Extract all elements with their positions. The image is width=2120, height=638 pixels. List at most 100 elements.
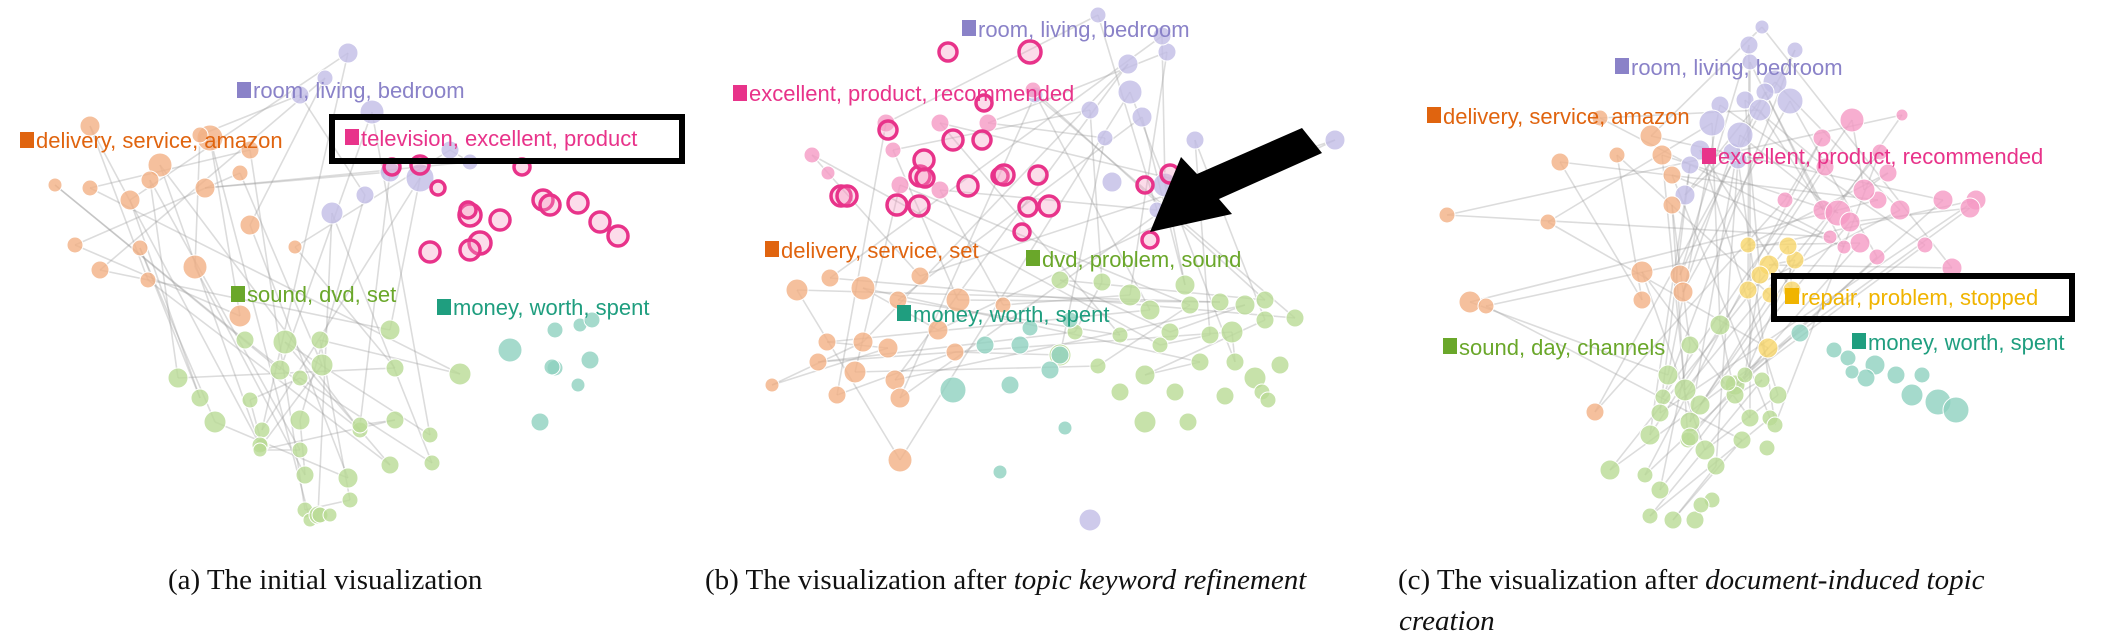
document-node[interactable] [1111, 326, 1129, 344]
document-node[interactable] [1140, 230, 1160, 250]
document-node[interactable] [1210, 292, 1230, 312]
document-node[interactable] [1878, 163, 1898, 183]
topic-label[interactable]: dvd, problem, sound [1042, 247, 1241, 272]
document-node[interactable] [241, 391, 259, 409]
document-node[interactable] [1758, 439, 1776, 457]
document-node[interactable] [1024, 81, 1042, 99]
document-node[interactable] [1778, 236, 1798, 256]
document-node[interactable] [1871, 143, 1889, 161]
document-node[interactable] [1117, 53, 1139, 75]
topic-label[interactable]: delivery, service, amazon [36, 128, 283, 153]
document-node[interactable] [1174, 274, 1196, 296]
document-node[interactable] [1050, 270, 1070, 290]
document-node[interactable] [530, 412, 550, 432]
document-node[interactable] [190, 388, 210, 408]
document-node[interactable] [131, 239, 149, 257]
document-node[interactable] [1685, 510, 1705, 530]
document-node[interactable] [1753, 371, 1771, 389]
document-node[interactable] [887, 447, 913, 473]
document-node[interactable] [885, 193, 909, 217]
document-node[interactable] [1776, 191, 1794, 209]
document-node[interactable] [252, 442, 268, 458]
document-node[interactable] [203, 410, 227, 434]
document-node[interactable] [1037, 194, 1061, 218]
document-node[interactable] [1270, 355, 1290, 375]
document-node[interactable] [1719, 374, 1737, 392]
document-node[interactable] [1650, 480, 1670, 500]
document-node[interactable] [1639, 424, 1661, 446]
document-node[interactable] [1591, 109, 1609, 127]
document-node[interactable] [488, 208, 512, 232]
document-node[interactable] [1766, 416, 1784, 434]
document-node[interactable] [1636, 466, 1654, 484]
document-node[interactable] [1139, 299, 1161, 321]
document-node[interactable] [1599, 459, 1621, 481]
document-node[interactable] [1692, 496, 1710, 514]
document-node[interactable] [1663, 510, 1683, 530]
document-node[interactable] [1836, 239, 1852, 255]
document-node[interactable] [429, 179, 447, 197]
document-node[interactable] [1689, 394, 1711, 416]
document-node[interactable] [820, 268, 840, 288]
topic-label[interactable]: delivery, service, set [781, 238, 979, 263]
document-node[interactable] [1040, 360, 1060, 380]
document-node[interactable] [359, 99, 385, 125]
document-node[interactable] [543, 358, 561, 376]
document-node[interactable] [1234, 294, 1256, 316]
document-node[interactable] [1741, 53, 1759, 71]
document-node[interactable] [843, 360, 867, 384]
document-node[interactable] [852, 331, 874, 353]
document-node[interactable] [497, 337, 523, 363]
document-node[interactable] [927, 319, 949, 341]
document-node[interactable] [1585, 402, 1605, 422]
document-node[interactable] [191, 126, 209, 144]
document-node[interactable] [341, 491, 359, 509]
topic-label[interactable]: room, living, bedroom [253, 78, 465, 103]
document-node[interactable] [1886, 365, 1906, 385]
document-node[interactable] [1632, 290, 1652, 310]
document-node[interactable] [448, 362, 472, 386]
document-node[interactable] [1868, 248, 1886, 266]
document-node[interactable] [884, 369, 906, 391]
document-node[interactable] [588, 210, 612, 234]
document-node[interactable] [1285, 308, 1305, 328]
document-node[interactable] [240, 140, 260, 160]
document-node[interactable] [1844, 364, 1860, 380]
topic-label[interactable]: room, living, bedroom [1631, 55, 1843, 80]
document-node[interactable] [1215, 386, 1235, 406]
document-node[interactable] [1117, 79, 1143, 105]
document-node[interactable] [1673, 378, 1697, 402]
document-node[interactable] [231, 164, 249, 182]
document-node[interactable] [835, 184, 859, 208]
document-node[interactable] [937, 41, 959, 63]
topic-label[interactable]: sound, day, channels [1459, 335, 1665, 360]
document-node[interactable] [912, 148, 936, 172]
document-node[interactable] [320, 201, 344, 225]
document-node[interactable] [992, 464, 1008, 480]
document-node[interactable] [827, 385, 847, 405]
document-node[interactable] [1220, 320, 1244, 344]
document-node[interactable] [1654, 388, 1672, 406]
document-node[interactable] [1012, 222, 1032, 242]
document-node[interactable] [66, 236, 84, 254]
topic-label[interactable]: repair, problem, stopped [1801, 285, 2038, 310]
document-node[interactable] [1825, 341, 1843, 359]
document-node[interactable] [1849, 232, 1871, 254]
document-node[interactable] [253, 421, 271, 439]
document-node[interactable] [81, 179, 99, 197]
document-node[interactable] [1180, 295, 1200, 315]
document-node[interactable] [1738, 280, 1758, 300]
document-node[interactable] [1157, 42, 1177, 62]
document-node[interactable] [423, 454, 441, 472]
document-node[interactable] [167, 367, 189, 389]
document-node[interactable] [974, 93, 994, 113]
topic-label[interactable]: money, worth, spent [913, 302, 1109, 327]
document-node[interactable] [1750, 265, 1770, 285]
topic-label[interactable]: money, worth, spent [1868, 330, 2064, 355]
document-node[interactable] [1698, 109, 1726, 137]
document-node[interactable] [583, 311, 601, 329]
document-node[interactable] [785, 278, 809, 302]
document-node[interactable] [1732, 430, 1752, 450]
document-node[interactable] [1608, 146, 1626, 164]
document-node[interactable] [1680, 335, 1700, 355]
